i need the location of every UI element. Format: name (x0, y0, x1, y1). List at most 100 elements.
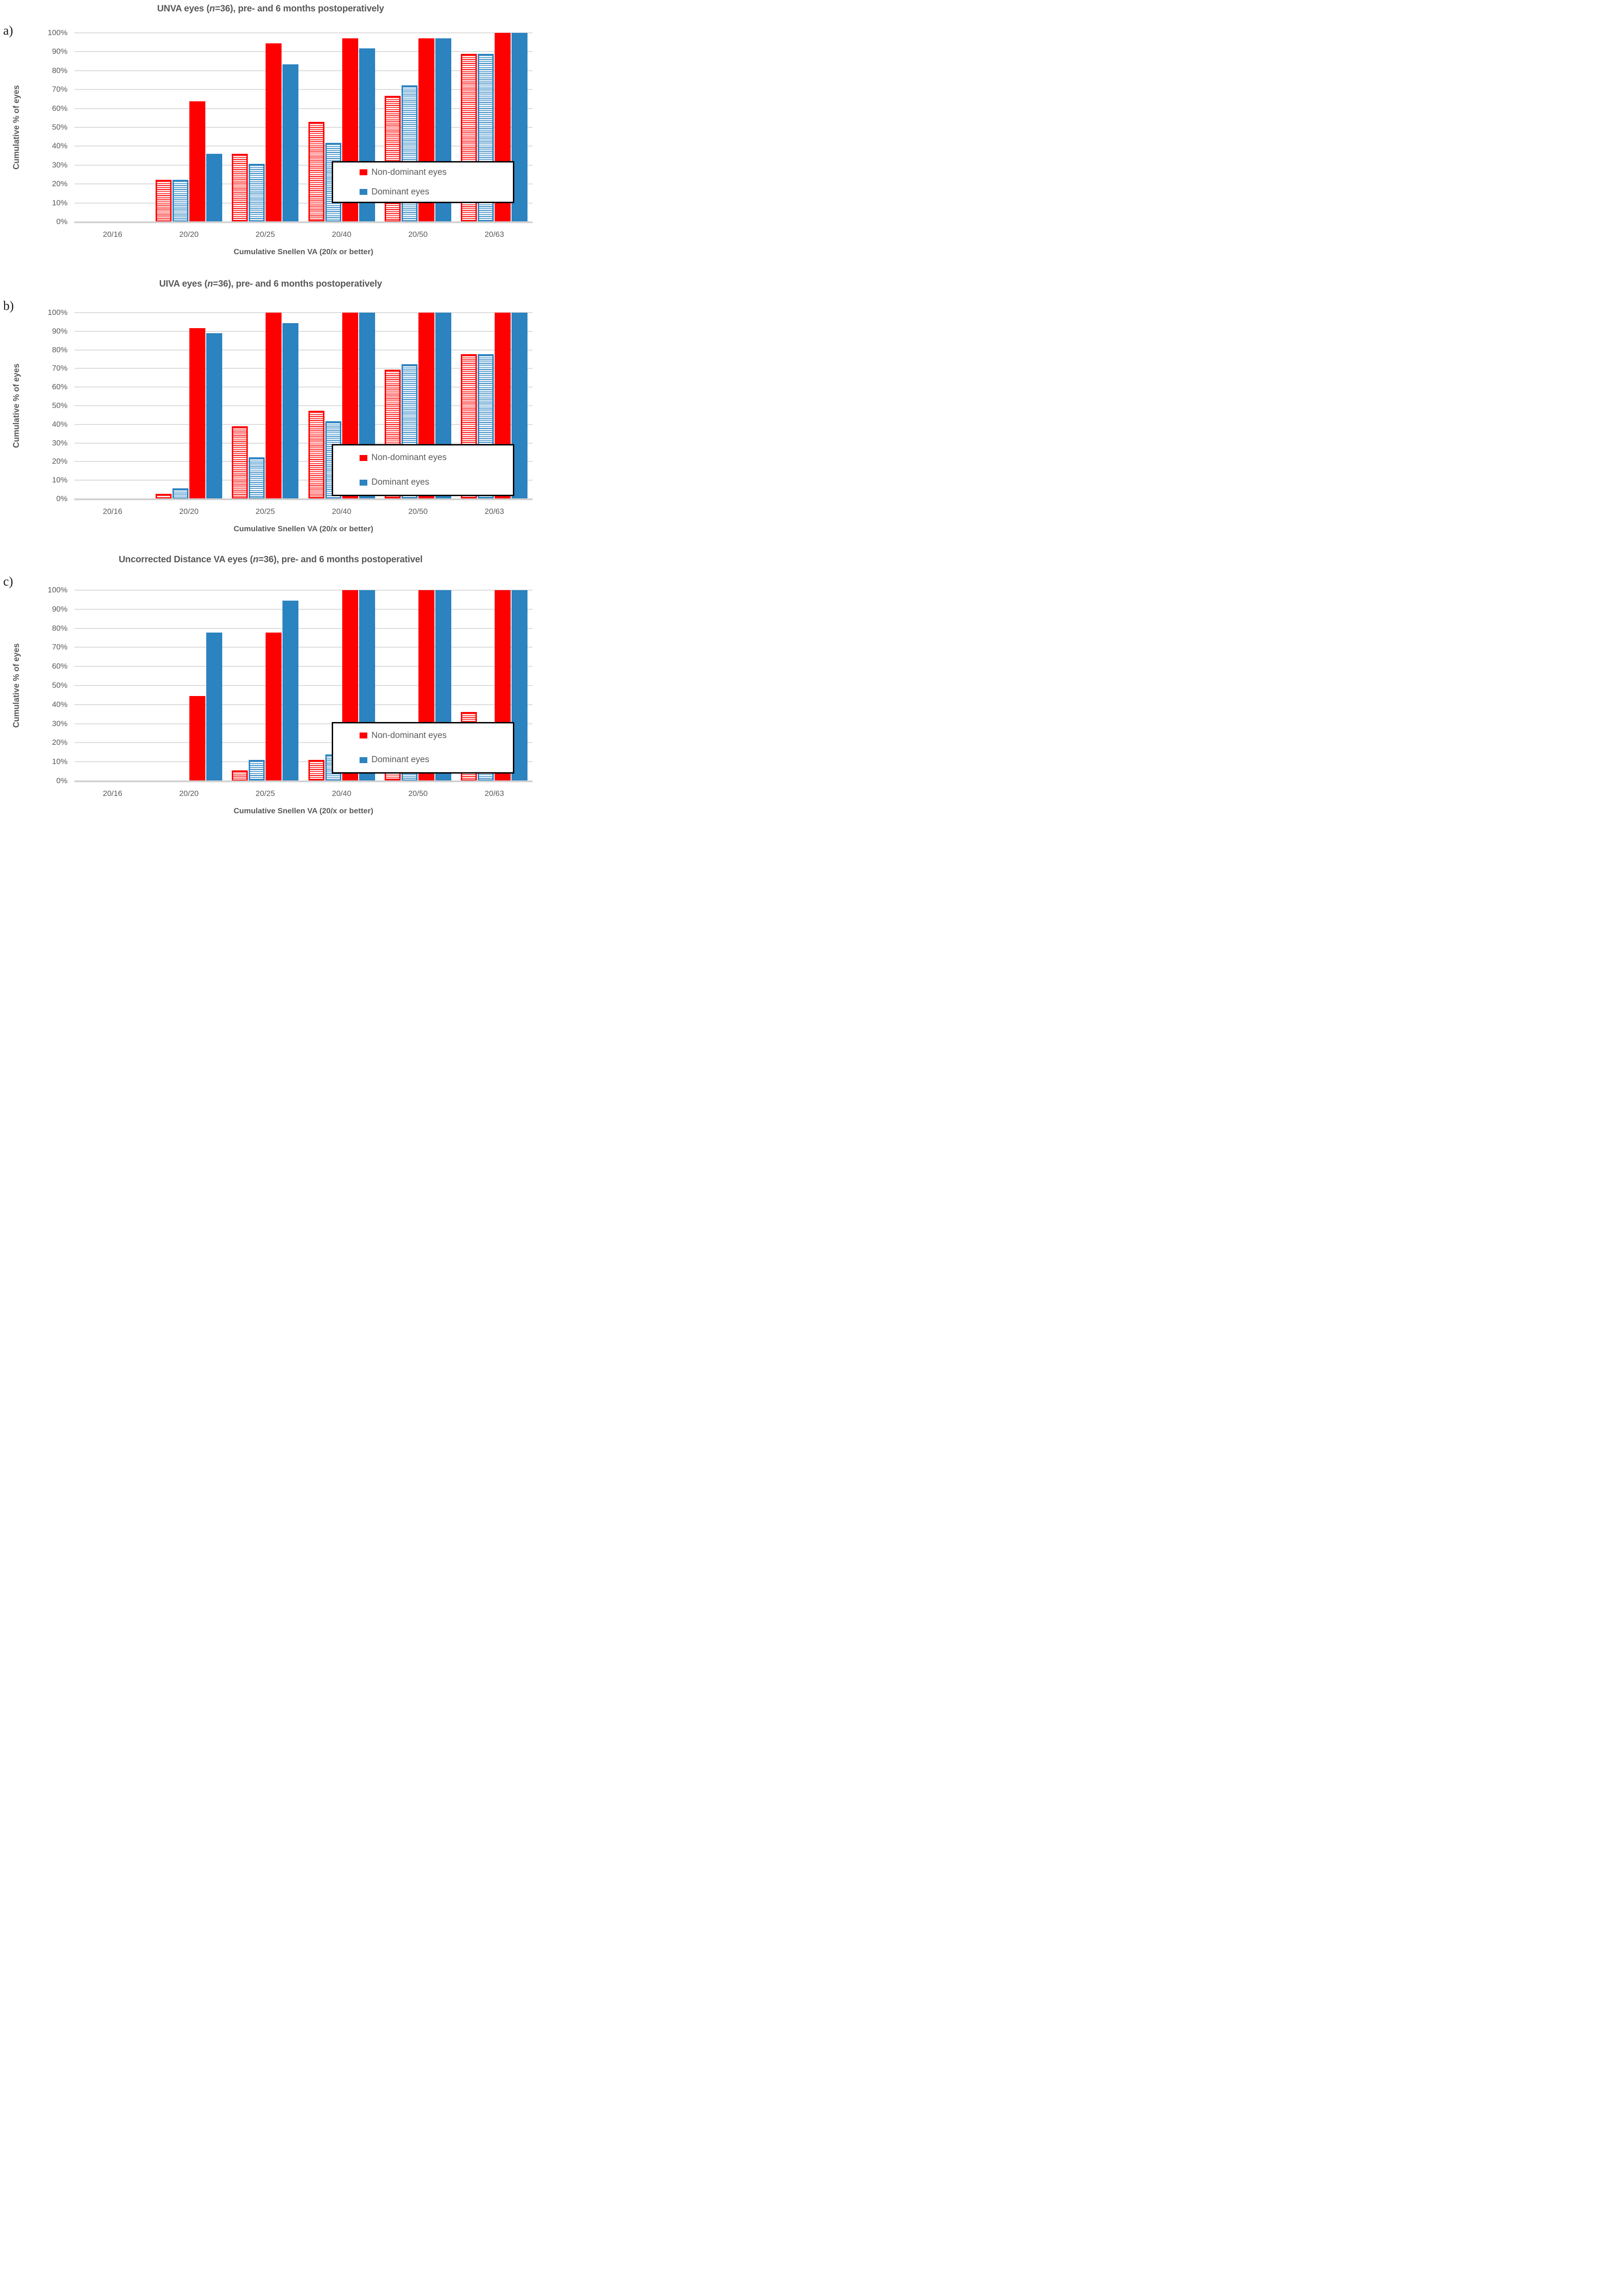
gridline (74, 89, 533, 90)
gridline (74, 424, 533, 425)
gridline (74, 368, 533, 369)
panel-label-b: b) (3, 299, 14, 313)
legend-item-nondominant: Non-dominant eyes (360, 731, 513, 741)
x-tick-label: 20/63 (485, 789, 504, 798)
bar-nondominant-solid-20/20 (189, 101, 205, 222)
y-tick-label: 0% (56, 776, 68, 785)
y-tick-label: 90% (52, 47, 68, 56)
y-tick-label: 60% (52, 104, 68, 113)
gridline (74, 405, 533, 406)
gridline (74, 461, 533, 462)
y-tick-label: 80% (52, 66, 68, 75)
y-tick-label: 100% (47, 308, 68, 317)
bar-nondominant-hatched-20/20 (155, 180, 172, 222)
bar-nondominant-hatched-20/40 (308, 122, 324, 222)
y-tick-label: 0% (56, 217, 68, 226)
x-tick-label: 20/25 (256, 507, 275, 516)
legend-label-nondominant: Non-dominant eyes (371, 167, 447, 177)
legend-item-dominant: Dominant eyes (360, 477, 513, 487)
legend-swatch-nondominant (360, 169, 367, 175)
y-tick-label: 70% (52, 85, 68, 94)
x-axis-line (74, 221, 533, 223)
legend-label-nondominant: Non-dominant eyes (371, 730, 447, 740)
gridline (74, 164, 533, 166)
gridline (74, 51, 533, 52)
y-tick-label: 30% (52, 719, 68, 728)
bar-nondominant-solid-20/20 (189, 328, 205, 499)
legend: Non-dominant eyes Dominant eyes (332, 722, 514, 774)
y-tick-label: 70% (52, 364, 68, 373)
legend-item-nondominant: Non-dominant eyes (360, 167, 513, 178)
y-tick-label: 50% (52, 401, 68, 410)
bar-nondominant-hatched-20/20 (155, 493, 172, 499)
bar-dominant-hatched-20/20 (172, 488, 188, 499)
chart-title-n-italic: n (209, 4, 215, 14)
y-tick-label: 90% (52, 326, 68, 335)
gridline (74, 628, 533, 629)
x-tick-label: 20/20 (179, 230, 199, 239)
chart-title-text: UNVA eyes ( (157, 4, 209, 14)
bar-dominant-solid-20/20 (206, 153, 222, 222)
legend-item-nondominant: Non-dominant eyes (360, 453, 513, 463)
bar-dominant-hatched-20/20 (172, 180, 188, 222)
bar-dominant-solid-20/20 (206, 632, 222, 781)
gridline (74, 32, 533, 33)
y-tick-label: 10% (52, 476, 68, 485)
gridline (74, 202, 533, 204)
gridline (74, 723, 533, 724)
x-tick-label: 20/40 (332, 789, 351, 798)
x-tick-label: 20/16 (103, 507, 122, 516)
gridline (74, 590, 533, 591)
legend-swatch-dominant (360, 479, 367, 486)
x-tick-label: 20/50 (408, 789, 428, 798)
chart-title-text: UIVA eyes ( (159, 279, 208, 289)
x-tick-label: 20/63 (485, 230, 504, 239)
chart-title: UNVA eyes (n=36), pre- and 6 months post… (0, 4, 541, 14)
bar-nondominant-solid-20/20 (189, 696, 205, 781)
x-tick-label: 20/25 (256, 789, 275, 798)
bar-dominant-hatched-20/25 (249, 457, 265, 499)
y-tick-label: 70% (52, 643, 68, 652)
legend-item-dominant: Dominant eyes (360, 755, 513, 765)
y-tick-label: 60% (52, 382, 68, 392)
bar-nondominant-solid-20/25 (266, 313, 282, 499)
x-axis-title: Cumulative Snellen VA (20/x or better) (233, 247, 374, 256)
bar-dominant-solid-20/63 (512, 313, 528, 499)
bar-dominant-solid-20/63 (512, 33, 528, 222)
bar-dominant-hatched-20/25 (249, 164, 265, 222)
chart-title: UIVA eyes (n=36), pre- and 6 months post… (0, 279, 541, 289)
x-tick-label: 20/50 (408, 507, 428, 516)
gridline (74, 127, 533, 128)
y-tick-label: 100% (47, 586, 68, 594)
y-tick-label: 30% (52, 160, 68, 169)
legend-label-dominant: Dominant eyes (371, 187, 429, 197)
legend-swatch-dominant (360, 189, 367, 195)
gridline (74, 146, 533, 147)
y-tick-label: 50% (52, 123, 68, 131)
gridline (74, 761, 533, 763)
plot-area: Non-dominant eyes Dominant eyes (74, 312, 533, 500)
bar-nondominant-hatched-20/40 (308, 411, 324, 499)
gridline (74, 666, 533, 667)
legend-swatch-nondominant (360, 455, 367, 461)
bar-dominant-solid-20/25 (282, 64, 299, 222)
x-axis-title: Cumulative Snellen VA (20/x or better) (233, 806, 374, 815)
y-tick-label: 80% (52, 345, 68, 354)
legend: Non-dominant eyes Dominant eyes (332, 444, 514, 496)
bar-nondominant-hatched-20/25 (232, 153, 248, 222)
y-tick-label: 20% (52, 738, 68, 747)
gridline (74, 480, 533, 481)
y-tick-label: 80% (52, 623, 68, 633)
bar-nondominant-hatched-20/25 (232, 770, 248, 781)
y-tick-label: 50% (52, 681, 68, 690)
bar-dominant-solid-20/25 (282, 323, 299, 499)
y-tick-label: 10% (52, 198, 68, 207)
gridline (74, 685, 533, 686)
gridline (74, 742, 533, 743)
gridline (74, 608, 533, 610)
bar-dominant-solid-20/25 (282, 601, 299, 781)
legend-label-dominant: Dominant eyes (371, 477, 429, 487)
x-tick-label: 20/20 (179, 789, 199, 798)
x-tick-label: 20/20 (179, 507, 199, 516)
plot-area: Non-dominant eyes Dominant eyes (74, 32, 533, 223)
